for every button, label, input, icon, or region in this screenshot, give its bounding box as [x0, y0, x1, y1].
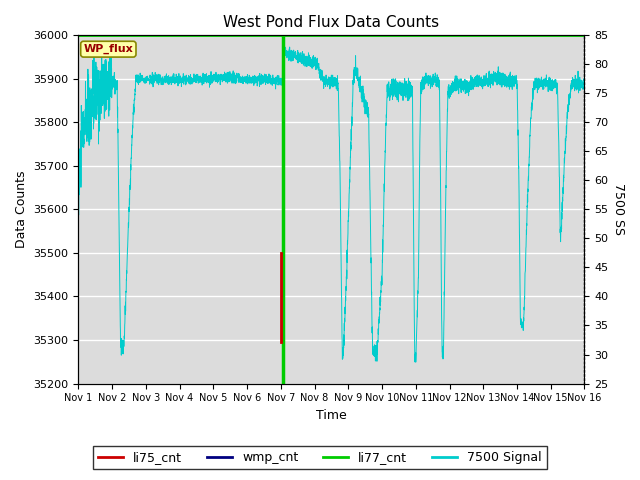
Title: West Pond Flux Data Counts: West Pond Flux Data Counts [223, 15, 440, 30]
X-axis label: Time: Time [316, 409, 347, 422]
Y-axis label: 7500 SS: 7500 SS [612, 183, 625, 235]
Y-axis label: Data Counts: Data Counts [15, 171, 28, 248]
Text: WP_flux: WP_flux [83, 44, 133, 54]
Legend: li75_cnt, wmp_cnt, li77_cnt, 7500 Signal: li75_cnt, wmp_cnt, li77_cnt, 7500 Signal [93, 446, 547, 469]
